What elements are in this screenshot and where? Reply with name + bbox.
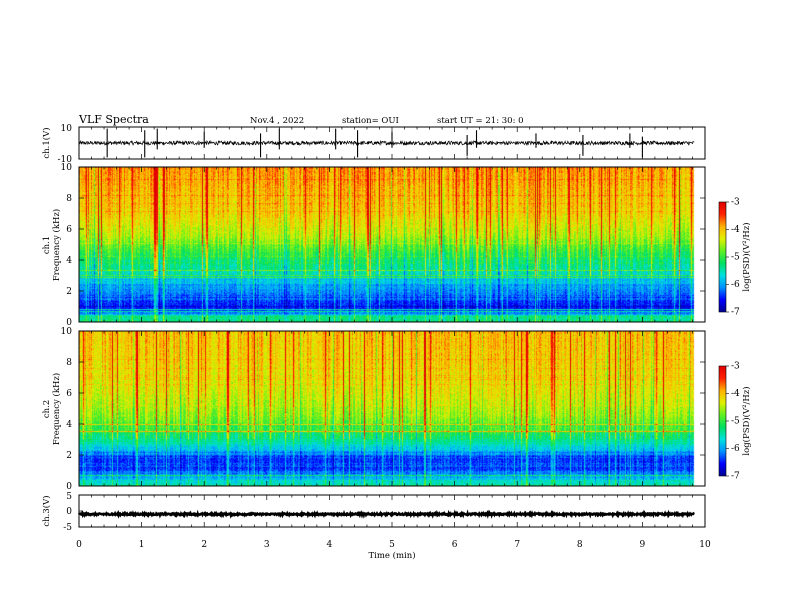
ch1-spectrogram-ylabel-frequency: Frequency (kHz) [51,209,62,281]
ch1-waveform-panel: 10 -10 ch.1(V) [41,124,706,165]
colorbar-tick-label: -4 [731,225,740,235]
colorbar-tick-label: -3 [731,198,740,208]
x-tick-label: 3 [264,540,270,550]
x-tick-label: 0 [76,540,82,550]
y-tick-label: 10 [61,327,73,337]
colorbar-tick-label: -7 [731,308,740,318]
x-tick-label: 8 [577,540,583,550]
x-tick-label: 5 [389,540,395,550]
x-tick-label: 1 [139,540,145,550]
colorbar-tick-label: -5 [731,417,740,427]
y-tick-label: 0 [66,482,72,492]
colorbar-tick-label: -4 [731,389,740,399]
colorbar-tick-label: -5 [731,253,740,263]
ch2-spectrogram-image [79,331,705,486]
x-tick-label: 6 [452,540,458,550]
ch1-colorbar-gradient [719,202,726,312]
ch3-waveform-ylabel: ch.3(V) [41,495,52,526]
figure-title: VLF Spectra [78,113,149,126]
y-tick-label: 8 [66,358,72,368]
y-tick-label: 4 [66,420,72,430]
ch2-colorbar-label: log(PSD)(V²/Hz) [741,386,752,455]
ch3-ytick-middle: 0 [66,507,72,517]
colorbar-tick-label: -3 [731,362,740,372]
x-tick-label: 2 [201,540,207,550]
colorbar-tick-label: -6 [731,280,740,290]
ch3-ytick-bottom: -5 [63,523,72,533]
ch1-waveform-ylabel: ch.1(V) [41,127,52,158]
ch2-spectrogram-ylabel-frequency: Frequency (kHz) [51,373,62,445]
ch2-spectrogram-panel: 0 2 4 6 8 10 ch.2 Frequency (kHz) [42,327,706,492]
ch1-colorbar: -3 -4 -5 -6 -7 log(PSD)(V²/Hz) [718,198,752,318]
start-time-label: start UT = 21: 30: 0 [437,116,524,126]
ch1-ytick-top: 10 [61,124,73,134]
y-tick-label: 8 [66,194,72,204]
y-tick-label: 4 [66,256,72,266]
colorbar-tick-label: -7 [731,472,740,482]
ch3-ytick-top: 5 [66,492,72,502]
y-tick-label: 6 [66,389,72,399]
waveform-trace [78,139,695,147]
ch2-colorbar-gradient [719,366,726,476]
x-tick-label: 4 [327,540,333,550]
ch3-waveform-panel: 5 0 -5 ch.3(V) [41,492,706,533]
ch1-ytick-bottom: -10 [58,155,73,165]
x-tick-label: 7 [514,540,520,550]
ch1-spectrogram-ylabel-channel: ch.1 [42,236,52,254]
y-tick-label: 10 [61,163,73,173]
station-label: station= OUI [342,116,399,126]
ch1-spectrogram-panel: 0 2 4 6 8 10 ch.1 Frequency (kHz) [42,163,706,328]
ch1-spectrogram-image [79,167,705,322]
y-tick-label: 2 [66,451,72,461]
x-tick-label: 9 [640,540,646,550]
y-tick-label: 2 [66,287,72,297]
waveform-trace [77,509,695,519]
x-axis-label: Time (min) [368,550,415,561]
ch2-colorbar: -3 -4 -5 -6 -7 log(PSD)(V²/Hz) [718,362,752,482]
date-label: Nov.4 , 2022 [250,116,304,126]
ch2-spectrogram-ylabel-channel: ch.2 [42,400,52,418]
colorbar-tick-label: -6 [731,444,740,454]
y-tick-label: 0 [66,318,72,328]
x-tick-label: 10 [699,540,711,550]
y-tick-label: 6 [66,225,72,235]
x-axis-tick-labels: 0 1 2 3 4 5 6 7 8 9 10 [76,540,711,550]
ch1-colorbar-label: log(PSD)(V²/Hz) [741,222,752,291]
